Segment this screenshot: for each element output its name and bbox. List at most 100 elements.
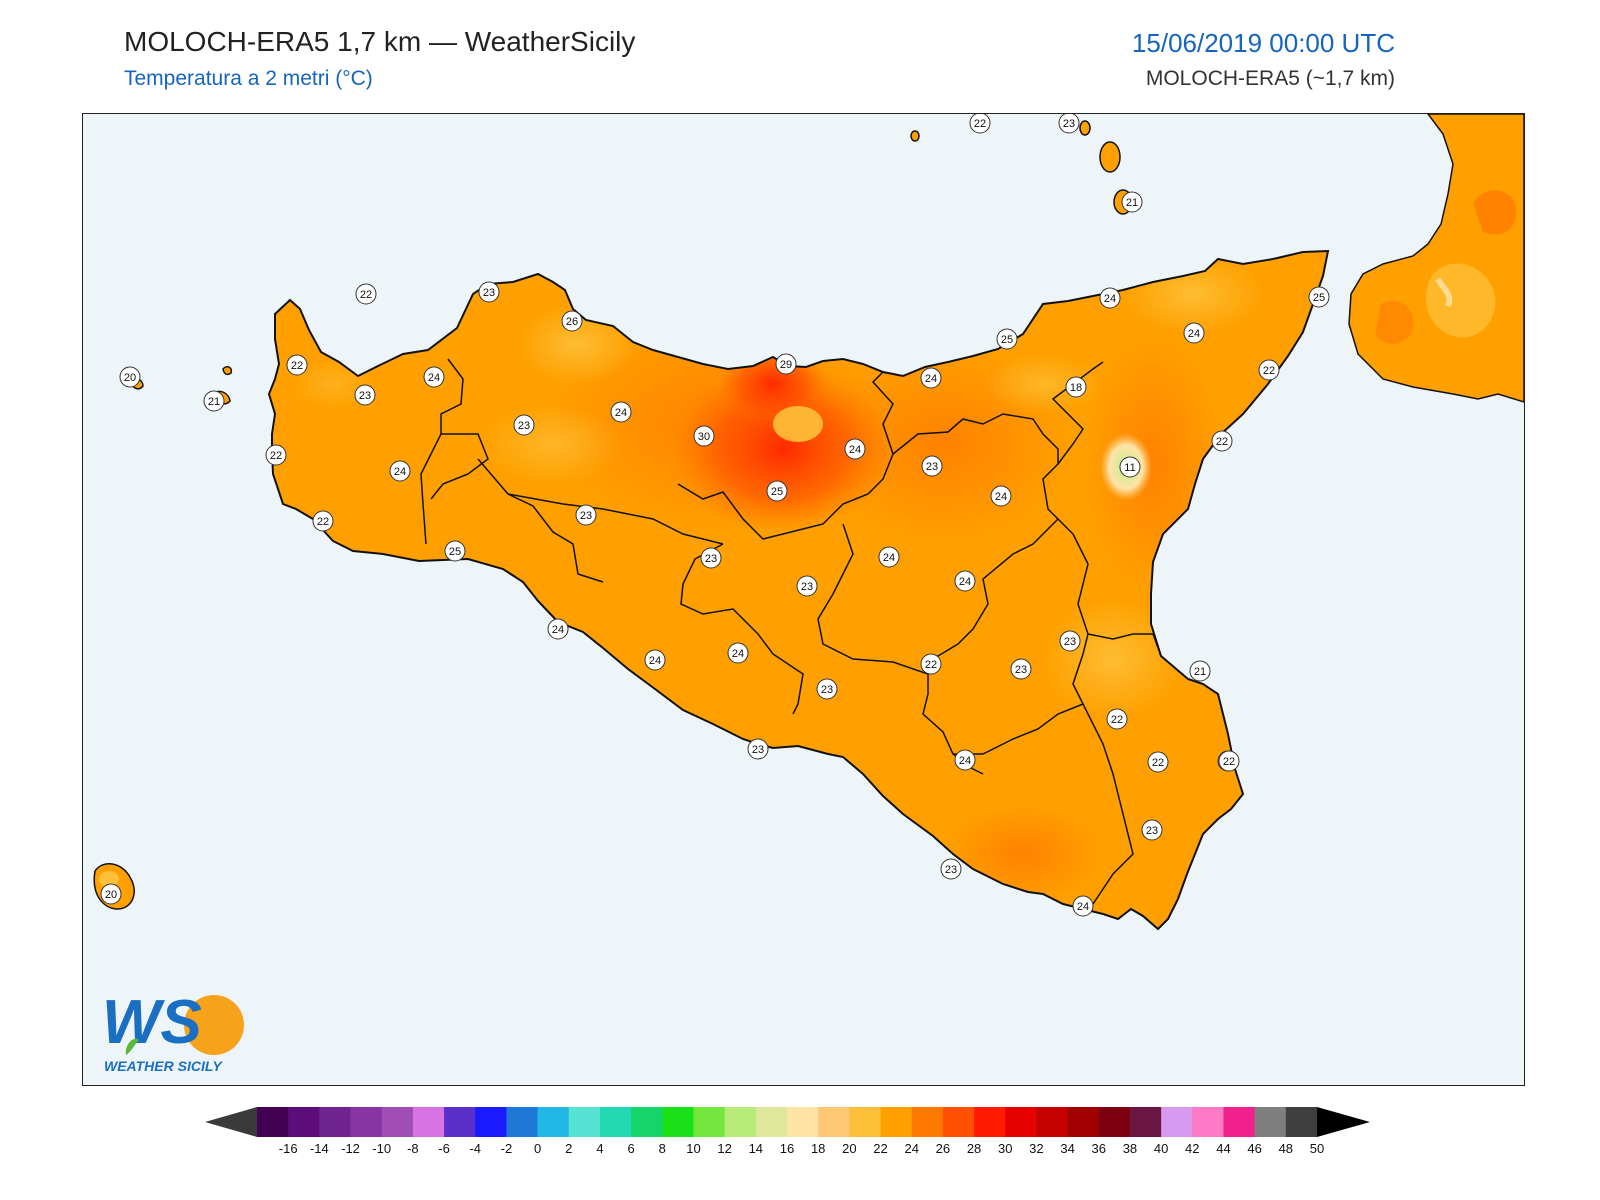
colorbar-tick-label: -12	[341, 1141, 360, 1155]
colorbar-tick-label: 40	[1154, 1141, 1168, 1155]
station-temp-value: 24	[959, 576, 971, 588]
station-temp-label: 23	[513, 414, 535, 436]
colorbar-tick-label: -14	[310, 1141, 329, 1155]
sun-icon	[184, 995, 244, 1055]
colorbar-tick-label: 4	[596, 1141, 603, 1155]
colorbar-tick-label: 12	[717, 1141, 731, 1155]
station-temp-label: 20	[100, 883, 122, 905]
station-temp-value: 24	[1188, 328, 1200, 340]
station-temp-value: 20	[105, 889, 117, 901]
logo-name: WEATHER SICILY	[104, 1058, 223, 1074]
colorbar-tick-label: 8	[659, 1141, 666, 1155]
station-temp-label: 22	[1218, 750, 1240, 772]
station-temp-value: 24	[1104, 293, 1116, 305]
temperature-colorbar: -16 -14 -12 -10 -8 -6 -4 -2 0 2 4 6 8 10 12 14 16 18 20 22 2…	[205, 1105, 1400, 1156]
station-temp-label: 23	[575, 504, 597, 526]
colorbar-swatch	[1036, 1107, 1069, 1137]
station-temp-value: 23	[518, 420, 530, 432]
calabria-landmass	[1348, 114, 1524, 403]
province-boundaries	[420, 358, 1162, 905]
colorbar-tick-label: 0	[534, 1141, 541, 1155]
station-temp-label: 22	[312, 510, 334, 532]
station-temp-value: 23	[926, 461, 938, 473]
station-temp-value: 24	[883, 552, 895, 564]
station-temp-value: 23	[1063, 118, 1075, 130]
station-temp-label: 25	[766, 480, 788, 502]
station-temp-label: 22	[920, 653, 942, 675]
colorbar-swatch	[1161, 1107, 1193, 1137]
station-temp-label: 22	[265, 444, 287, 466]
station-temp-value: 24	[849, 444, 861, 456]
map-panel[interactable]: 22 23 21 20 21 22 23 26 22 24 24 23 24 29 30 22 23 22 23 25…	[82, 113, 1525, 1086]
colorbar-tick-label: -6	[438, 1141, 450, 1155]
station-temp-label: 18	[1065, 376, 1087, 398]
station-temp-label: 23	[700, 547, 722, 569]
colorbar-swatch	[1192, 1107, 1224, 1137]
colorbar-tick-label: 14	[749, 1141, 763, 1155]
map-title: MOLOCH-ERA5 1,7 km — WeatherSicily	[124, 26, 636, 57]
station-temp-value: 23	[801, 581, 813, 593]
station-temp-value: 24	[995, 491, 1007, 503]
colorbar-tick-label: 28	[967, 1141, 981, 1155]
station-temp-label: 23	[478, 281, 500, 303]
colorbar-tick-label: 26	[936, 1141, 950, 1155]
colorbar-tick-label: 46	[1247, 1141, 1261, 1155]
station-temp-label: 23	[1141, 819, 1163, 841]
colorbar-tick-label: 48	[1279, 1141, 1293, 1155]
station-temp-value: 22	[317, 516, 329, 528]
station-temp-value: 24	[1077, 901, 1089, 913]
station-temp-value: 22	[360, 289, 372, 301]
station-temp-label: 25	[1308, 286, 1330, 308]
colorbar-swatch	[880, 1107, 913, 1137]
station-temp-value: 23	[945, 864, 957, 876]
station-temp-value: 23	[1015, 664, 1027, 676]
colorbar-swatch	[974, 1107, 1006, 1137]
station-temp-value: 23	[1146, 825, 1158, 837]
station-temp-label: 24	[1099, 287, 1121, 309]
colorbar-swatch	[849, 1107, 882, 1137]
station-temp-value: 25	[771, 486, 783, 498]
colorbar-swatch	[257, 1107, 289, 1137]
station-temp-label: 23	[354, 384, 376, 406]
station-temp-label: 24	[610, 401, 632, 423]
station-temp-label: 22	[1147, 751, 1169, 773]
station-temp-value: 22	[1223, 756, 1235, 768]
station-temp-label: 23	[796, 575, 818, 597]
station-temp-label: 24	[878, 546, 900, 568]
colorbar-swatch	[911, 1107, 944, 1137]
colorbar-swatch	[1005, 1107, 1037, 1137]
station-temp-label: 23	[816, 678, 838, 700]
colorbar-swatch	[381, 1107, 414, 1137]
colorbar-tick-label: 50	[1310, 1141, 1324, 1155]
colorbar-swatch	[1129, 1107, 1162, 1137]
colorbar-tick-label: 6	[628, 1141, 635, 1155]
station-temp-label: 23	[921, 455, 943, 477]
station-temp-value: 24	[552, 624, 564, 636]
station-temp-label: 22	[1258, 359, 1280, 381]
station-temp-label: 24	[389, 460, 411, 482]
station-temp-value: 25	[449, 546, 461, 558]
station-temp-value: 22	[270, 450, 282, 462]
colorbar-swatch	[1098, 1107, 1131, 1137]
station-temp-value: 21	[1126, 197, 1138, 209]
forecast-datetime: 15/06/2019 00:00 UTC	[1131, 28, 1395, 58]
station-temp-value: 21	[1194, 666, 1206, 678]
colorbar-swatch	[412, 1107, 445, 1137]
station-temp-value: 24	[394, 466, 406, 478]
station-temp-value: 22	[974, 118, 986, 130]
station-temp-value: 18	[1070, 382, 1082, 394]
colorbar-swatch	[319, 1107, 352, 1137]
colorbar-swatch	[537, 1107, 570, 1137]
station-temp-label: 24	[920, 367, 942, 389]
station-temp-label: 22	[1106, 708, 1128, 730]
colorbar-tick-label: 10	[686, 1141, 700, 1155]
station-temp-label: 24	[844, 438, 866, 460]
station-temp-value: 24	[615, 407, 627, 419]
colorbar-swatch	[1067, 1107, 1100, 1137]
station-temp-label: 23	[1059, 630, 1081, 652]
temperature-map: 22 23 21 20 21 22 23 26 22 24 24 23 24 29 30 22 23 22 23 25…	[93, 114, 1524, 931]
station-temp-value: 30	[698, 431, 710, 443]
station-temp-label: 24	[990, 485, 1012, 507]
station-temp-label: 24	[547, 618, 569, 640]
colorbar-under-arrow	[205, 1107, 257, 1137]
